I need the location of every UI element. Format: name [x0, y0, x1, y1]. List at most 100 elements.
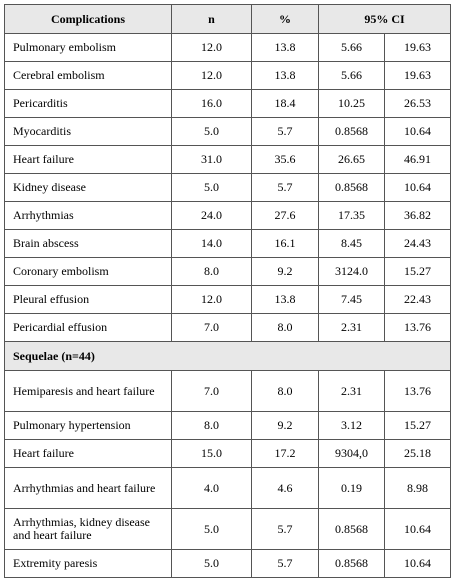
- cell-ci-high: 10.64: [384, 117, 451, 146]
- row-label: Heart failure: [4, 145, 172, 174]
- table-row: Arrhythmias and heart failure 4.0 4.6 0.19 8…: [4, 467, 451, 509]
- table-row: Pulmonary hypertension 8.0 9.2 3.12 15.27: [4, 411, 451, 440]
- cell-ci-high: 46.91: [384, 145, 451, 174]
- cell-n: 5.0: [171, 508, 252, 550]
- row-label: Extremity paresis: [4, 549, 172, 578]
- row-label: Brain abscess: [4, 229, 172, 258]
- cell-n: 4.0: [171, 467, 252, 509]
- cell-ci-low: 9304,0: [318, 439, 385, 468]
- table-row: Pleural effusion 12.0 13.8 7.45 22.43: [4, 285, 451, 314]
- cell-n: 12.0: [171, 285, 252, 314]
- cell-percent: 17.2: [251, 439, 319, 468]
- cell-n: 12.0: [171, 33, 252, 62]
- table-row: Cerebral embolism 12.0 13.8 5.66 19.63: [4, 61, 451, 90]
- cell-ci-high: 25.18: [384, 439, 451, 468]
- cell-percent: 5.7: [251, 117, 319, 146]
- table-row: Brain abscess 14.0 16.1 8.45 24.43: [4, 229, 451, 258]
- table-row: Arrhythmias, kidney disease and heart fa…: [4, 508, 451, 550]
- table-row: Arrhythmias 24.0 27.6 17.35 36.82: [4, 201, 451, 230]
- table-row: Extremity paresis 5.0 5.7 0.8568 10.64: [4, 549, 451, 578]
- header-row: Complications n % 95% CI: [4, 4, 451, 34]
- cell-ci-high: 13.76: [384, 313, 451, 342]
- cell-ci-low: 26.65: [318, 145, 385, 174]
- cell-n: 7.0: [171, 313, 252, 342]
- row-label: Arrhythmias: [4, 201, 172, 230]
- cell-ci-high: 13.76: [384, 370, 451, 412]
- table-row: Pulmonary embolism 12.0 13.8 5.66 19.63: [4, 33, 451, 62]
- complications-table: Complications n % 95% CI Pulmonary embol…: [4, 4, 451, 578]
- cell-ci-high: 10.64: [384, 508, 451, 550]
- table-row: Heart failure 15.0 17.2 9304,0 25.18: [4, 439, 451, 468]
- cell-n: 8.0: [171, 257, 252, 286]
- cell-ci-high: 15.27: [384, 257, 451, 286]
- header-complications: Complications: [4, 4, 172, 34]
- row-label: Hemiparesis and heart failure: [4, 370, 172, 412]
- cell-n: 8.0: [171, 411, 252, 440]
- cell-ci-high: 15.27: [384, 411, 451, 440]
- cell-ci-low: 2.31: [318, 370, 385, 412]
- row-label: Pulmonary embolism: [4, 33, 172, 62]
- cell-n: 5.0: [171, 549, 252, 578]
- cell-percent: 13.8: [251, 61, 319, 90]
- cell-ci-high: 19.63: [384, 61, 451, 90]
- cell-ci-high: 10.64: [384, 549, 451, 578]
- row-label: Heart failure: [4, 439, 172, 468]
- row-label: Arrhythmias and heart failure: [4, 467, 172, 509]
- cell-percent: 35.6: [251, 145, 319, 174]
- cell-percent: 18.4: [251, 89, 319, 118]
- cell-ci-high: 19.63: [384, 33, 451, 62]
- cell-ci-high: 22.43: [384, 285, 451, 314]
- cell-n: 14.0: [171, 229, 252, 258]
- row-label: Coronary embolism: [4, 257, 172, 286]
- cell-percent: 13.8: [251, 33, 319, 62]
- table-row: Kidney disease 5.0 5.7 0.8568 10.64: [4, 173, 451, 202]
- table-row: Pericardial effusion 7.0 8.0 2.31 13.76: [4, 313, 451, 342]
- cell-ci-low: 8.45: [318, 229, 385, 258]
- cell-percent: 5.7: [251, 173, 319, 202]
- cell-n: 15.0: [171, 439, 252, 468]
- cell-ci-low: 2.31: [318, 313, 385, 342]
- cell-ci-high: 26.53: [384, 89, 451, 118]
- cell-ci-high: 36.82: [384, 201, 451, 230]
- row-label: Pulmonary hypertension: [4, 411, 172, 440]
- table-row: Myocarditis 5.0 5.7 0.8568 10.64: [4, 117, 451, 146]
- cell-n: 5.0: [171, 173, 252, 202]
- sequelae-body: Hemiparesis and heart failure 7.0 8.0 2.31 1…: [4, 370, 451, 578]
- sequelae-section: Sequelae (n=44): [4, 341, 451, 371]
- row-label: Pericarditis: [4, 89, 172, 118]
- cell-percent: 4.6: [251, 467, 319, 509]
- cell-ci-high: 8.98: [384, 467, 451, 509]
- cell-ci-low: 10.25: [318, 89, 385, 118]
- table-row: Pericarditis 16.0 18.4 10.25 26.53: [4, 89, 451, 118]
- cell-ci-low: 17.35: [318, 201, 385, 230]
- row-label: Pericardial effusion: [4, 313, 172, 342]
- cell-ci-low: 3124.0: [318, 257, 385, 286]
- cell-percent: 27.6: [251, 201, 319, 230]
- cell-n: 7.0: [171, 370, 252, 412]
- cell-percent: 5.7: [251, 549, 319, 578]
- cell-percent: 13.8: [251, 285, 319, 314]
- cell-n: 31.0: [171, 145, 252, 174]
- cell-percent: 5.7: [251, 508, 319, 550]
- row-label: Myocarditis: [4, 117, 172, 146]
- cell-ci-low: 5.66: [318, 33, 385, 62]
- cell-ci-low: 0.8568: [318, 117, 385, 146]
- header-percent: %: [251, 4, 319, 34]
- table-row: Hemiparesis and heart failure 7.0 8.0 2.31 1…: [4, 370, 451, 412]
- table-row: Coronary embolism 8.0 9.2 3124.0 15.27: [4, 257, 451, 286]
- row-label: Kidney disease: [4, 173, 172, 202]
- row-label: Pleural effusion: [4, 285, 172, 314]
- sequelae-label: Sequelae (n=44): [4, 341, 451, 371]
- header-ci: 95% CI: [318, 4, 451, 34]
- cell-ci-high: 24.43: [384, 229, 451, 258]
- cell-ci-low: 0.8568: [318, 549, 385, 578]
- complications-body: Pulmonary embolism 12.0 13.8 5.66 19.63 Cereb…: [4, 33, 451, 342]
- cell-percent: 8.0: [251, 313, 319, 342]
- cell-ci-low: 0.8568: [318, 173, 385, 202]
- sequelae-header-row: Sequelae (n=44): [4, 341, 451, 371]
- cell-ci-low: 3.12: [318, 411, 385, 440]
- cell-percent: 16.1: [251, 229, 319, 258]
- cell-ci-low: 7.45: [318, 285, 385, 314]
- row-label: Arrhythmias, kidney disease and heart fa…: [4, 508, 172, 550]
- cell-ci-low: 5.66: [318, 61, 385, 90]
